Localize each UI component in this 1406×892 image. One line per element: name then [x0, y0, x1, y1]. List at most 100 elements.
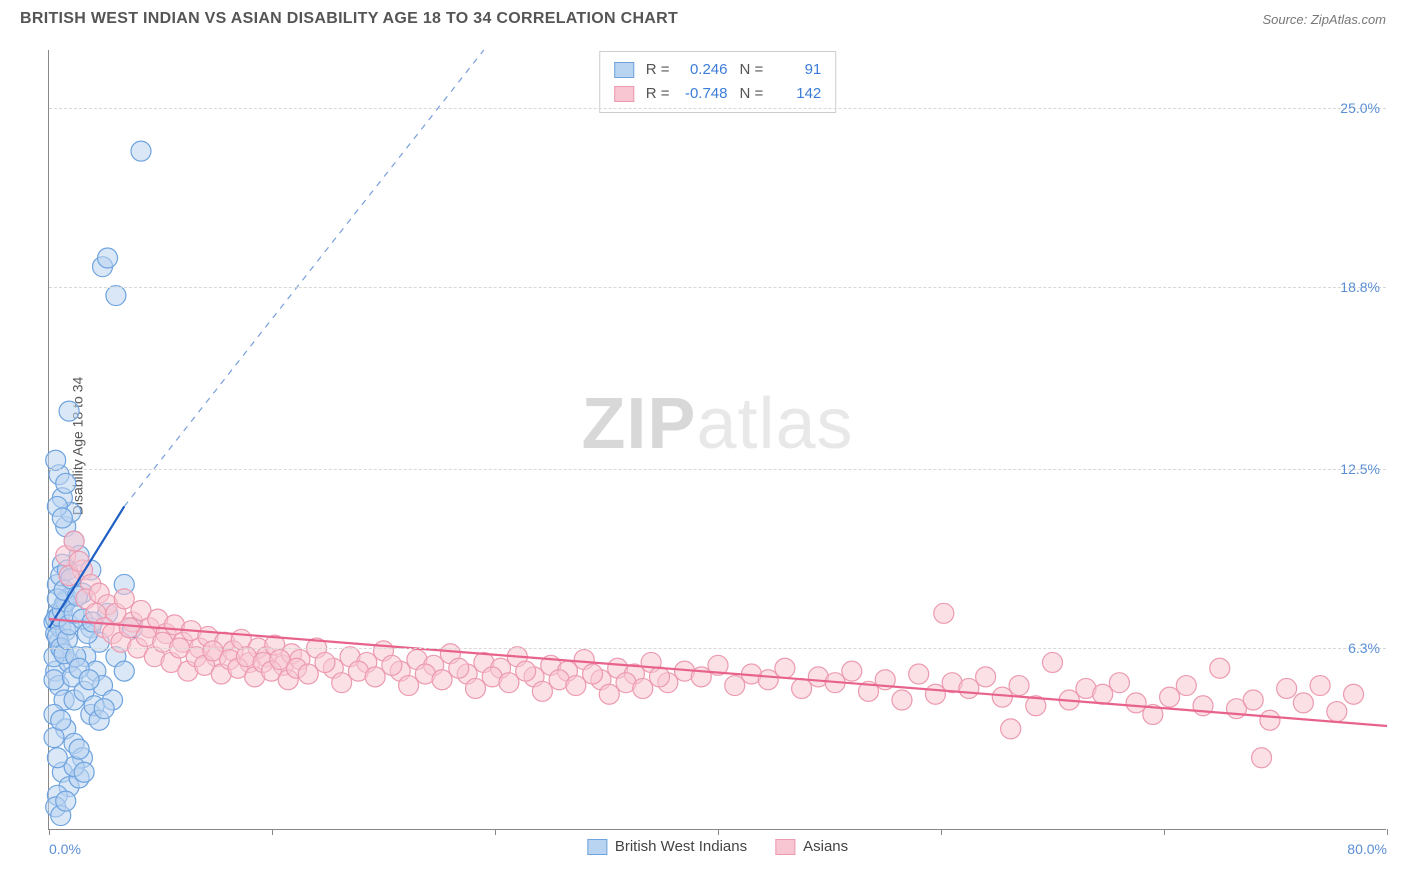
source-attribution: Source: ZipAtlas.com [1262, 12, 1386, 27]
data-point [599, 684, 619, 704]
data-point [315, 652, 335, 672]
data-point [56, 791, 76, 811]
data-point [1260, 710, 1280, 730]
data-point [1176, 676, 1196, 696]
data-point [792, 678, 812, 698]
legend-item-2: Asians [775, 838, 848, 855]
legend-row-series-2: R = -0.748 N = 142 [614, 82, 822, 106]
data-point [1327, 702, 1347, 722]
data-point [465, 678, 485, 698]
y-tick-label: 18.8% [1340, 279, 1380, 295]
r-value-2: -0.748 [678, 82, 728, 106]
data-point [1001, 719, 1021, 739]
swatch-series-1 [614, 62, 634, 78]
data-point [114, 661, 134, 681]
data-point [51, 710, 71, 730]
data-point [79, 670, 99, 690]
data-point [925, 684, 945, 704]
data-point [1093, 684, 1113, 704]
y-tick-label: 25.0% [1340, 100, 1380, 116]
gridline [49, 108, 1386, 109]
data-point [56, 473, 76, 493]
data-point [64, 531, 84, 551]
data-point [47, 748, 67, 768]
n-label: N = [740, 82, 764, 106]
data-point [94, 699, 114, 719]
data-point [959, 678, 979, 698]
data-point [892, 690, 912, 710]
data-point [98, 248, 118, 268]
data-point [1293, 693, 1313, 713]
data-point [1344, 684, 1364, 704]
data-point [298, 664, 318, 684]
legend-label-1: British West Indians [615, 838, 747, 855]
data-point [725, 676, 745, 696]
x-tick [718, 829, 719, 835]
data-point [1126, 693, 1146, 713]
x-tick [1164, 829, 1165, 835]
data-point [516, 661, 536, 681]
x-tick [941, 829, 942, 835]
x-tick [495, 829, 496, 835]
data-point [432, 670, 452, 690]
y-tick-label: 12.5% [1340, 461, 1380, 477]
data-point [1310, 676, 1330, 696]
data-point [992, 687, 1012, 707]
legend-item-1: British West Indians [587, 838, 747, 855]
legend-row-series-1: R = 0.246 N = 91 [614, 58, 822, 82]
x-tick [272, 829, 273, 835]
data-point [114, 589, 134, 609]
chart-title: BRITISH WEST INDIAN VS ASIAN DISABILITY … [20, 10, 678, 28]
data-point [399, 676, 419, 696]
data-point [69, 739, 89, 759]
data-point [74, 762, 94, 782]
data-point [583, 664, 603, 684]
x-tick [49, 829, 50, 835]
correlation-legend: R = 0.246 N = 91 R = -0.748 N = 142 [599, 51, 837, 113]
data-point [106, 286, 126, 306]
data-point [499, 673, 519, 693]
x-tick-label: 0.0% [49, 841, 81, 857]
legend-label-2: Asians [803, 838, 848, 855]
data-point [758, 670, 778, 690]
data-point [46, 450, 66, 470]
swatch-series-1 [587, 839, 607, 855]
gridline [49, 287, 1386, 288]
data-point [649, 667, 669, 687]
data-point [532, 681, 552, 701]
data-point [1160, 687, 1180, 707]
data-point [52, 508, 72, 528]
x-tick-label: 80.0% [1347, 841, 1387, 857]
data-point [449, 658, 469, 678]
data-point [1009, 676, 1029, 696]
data-point [1043, 652, 1063, 672]
data-point [566, 676, 586, 696]
chart-plot-area: ZIPatlas R = 0.246 N = 91 R = -0.748 N =… [48, 50, 1386, 830]
data-point [44, 670, 64, 690]
data-point [1252, 748, 1272, 768]
data-point [1243, 690, 1263, 710]
data-point [332, 673, 352, 693]
y-tick-label: 6.3% [1348, 640, 1380, 656]
swatch-series-2 [775, 839, 795, 855]
n-value-2: 142 [771, 82, 821, 106]
data-point [1277, 678, 1297, 698]
data-point [633, 678, 653, 698]
data-point [976, 667, 996, 687]
data-point [59, 401, 79, 421]
data-point [131, 141, 151, 161]
data-point [1210, 658, 1230, 678]
n-value-1: 91 [771, 58, 821, 82]
data-point [365, 667, 385, 687]
n-label: N = [740, 58, 764, 82]
gridline [49, 469, 1386, 470]
data-point [1109, 673, 1129, 693]
r-label: R = [646, 58, 670, 82]
r-value-1: 0.246 [678, 58, 728, 82]
data-point [382, 655, 402, 675]
data-point [909, 664, 929, 684]
data-point [775, 658, 795, 678]
swatch-series-2 [614, 86, 634, 102]
x-tick [1387, 829, 1388, 835]
data-point [842, 661, 862, 681]
